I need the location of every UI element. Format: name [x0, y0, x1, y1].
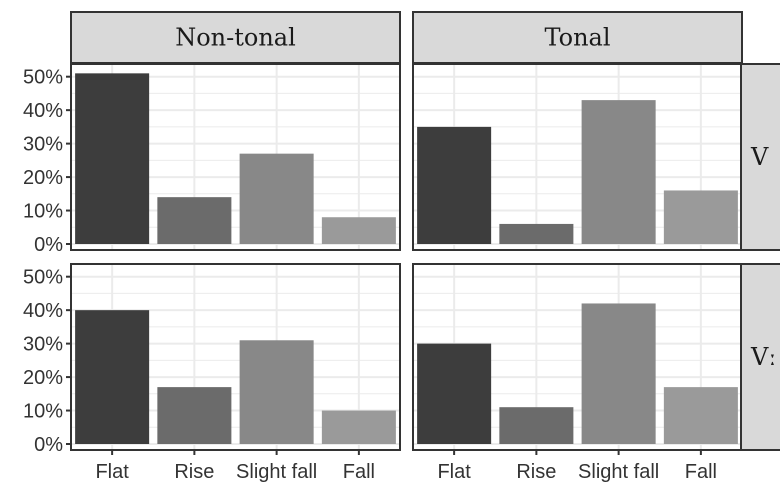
- panel-border: [70, 263, 401, 451]
- x-tick-label-rise: Rise: [516, 461, 556, 483]
- panel-non-tonal-2: [70, 263, 401, 451]
- x-tick-label-fall: Fall: [685, 461, 717, 483]
- bar-flat: [75, 73, 150, 244]
- column-strip-tonal: Tonal: [412, 11, 743, 64]
- x-axis-non-tonal: Flat Rise Slight fall Fall: [95, 450, 375, 483]
- column-strip-box: [412, 11, 743, 64]
- y-tick-label: 50%: [23, 67, 63, 89]
- bar-rise: [499, 407, 574, 444]
- bar-flat: [417, 343, 492, 444]
- panel-tonal-1: [412, 63, 743, 251]
- row-strip-box: [740, 263, 780, 451]
- panel-tonal-2: [412, 263, 743, 451]
- panel-border: [70, 63, 401, 251]
- x-tick-label-fall: Fall: [343, 461, 375, 483]
- row-strip-1: V: [740, 63, 780, 251]
- panel-non-tonal-1: [70, 63, 401, 251]
- x-tick-label-flat: Flat: [95, 461, 129, 483]
- y-tick-label: 0%: [34, 434, 63, 456]
- y-axis-row-2: 0% 10% 20% 30% 40% 50%: [23, 267, 71, 456]
- x-tick-label-slight-fall: Slight fall: [578, 461, 659, 483]
- column-strip-non-tonal: Non-tonal: [70, 11, 401, 64]
- y-axis-row-1: 0% 10% 20% 30% 40% 50%: [23, 67, 71, 256]
- bar-fall: [663, 190, 738, 244]
- bar-slight-fall: [239, 153, 314, 244]
- x-tick-label-flat: Flat: [437, 461, 471, 483]
- y-tick-label: 30%: [23, 134, 63, 156]
- bar-slight-fall: [581, 303, 656, 444]
- bar-slight-fall: [581, 100, 656, 244]
- row-strip-label: Vː: [750, 343, 776, 371]
- y-tick-label: 10%: [23, 401, 63, 423]
- x-axis-tonal: Flat Rise Slight fall Fall: [437, 450, 717, 483]
- y-tick-label: 50%: [23, 267, 63, 289]
- y-tick-label: 10%: [23, 201, 63, 223]
- bar-fall: [663, 387, 738, 444]
- y-tick-label: 0%: [34, 234, 63, 256]
- y-tick-label: 40%: [23, 100, 63, 122]
- y-tick-label: 40%: [23, 300, 63, 322]
- row-strip-box: [740, 63, 780, 251]
- row-strip-2: Vː: [740, 263, 780, 451]
- x-tick-label-rise: Rise: [174, 461, 214, 483]
- bar-flat: [417, 126, 492, 244]
- column-strip-label: Tonal: [544, 24, 610, 52]
- bar-rise: [157, 197, 232, 244]
- y-tick-label: 20%: [23, 167, 63, 189]
- bar-slight-fall: [239, 340, 314, 444]
- bar-rise: [499, 223, 574, 244]
- y-tick-label: 30%: [23, 334, 63, 356]
- x-tick-label-slight-fall: Slight fall: [236, 461, 317, 483]
- bar-fall: [321, 217, 396, 244]
- column-strip-box: [70, 11, 401, 64]
- y-tick-label: 20%: [23, 367, 63, 389]
- bar-rise: [157, 387, 232, 444]
- bar-flat: [75, 310, 150, 444]
- column-strip-label: Non-tonal: [175, 24, 296, 52]
- bar-fall: [321, 410, 396, 444]
- row-strip-label: V: [750, 143, 769, 171]
